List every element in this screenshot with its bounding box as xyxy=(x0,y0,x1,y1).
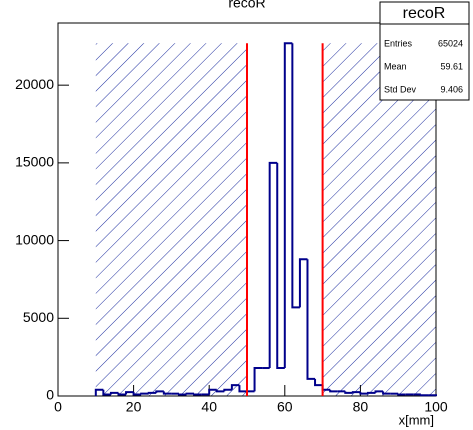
histogram-bin xyxy=(109,391,119,395)
x-tick-label: 60 xyxy=(277,399,293,415)
histogram-bin xyxy=(140,392,149,395)
histogram-bin xyxy=(298,258,308,308)
histogram-bin xyxy=(230,384,240,390)
histogram-bin xyxy=(132,392,142,396)
stats-title: recoR xyxy=(403,5,446,22)
y-tick-label: 15000 xyxy=(15,154,54,170)
histogram-bin xyxy=(397,393,406,396)
histogram-bin xyxy=(117,392,127,396)
x-tick-label: 0 xyxy=(54,399,62,415)
histogram-bin xyxy=(351,391,361,394)
histogram-bin xyxy=(419,394,429,397)
stats-value: 65024 xyxy=(438,38,463,48)
histogram-bin xyxy=(283,42,293,369)
histogram-bin xyxy=(329,389,338,393)
stats-value: 9.406 xyxy=(440,84,463,94)
x-tick-label: 40 xyxy=(201,399,217,415)
excluded-region xyxy=(95,43,247,397)
histogram-bin xyxy=(344,391,353,394)
y-tick-label: 20000 xyxy=(15,76,54,92)
histogram-bin xyxy=(382,391,391,395)
stats-label: Std Dev xyxy=(384,84,417,94)
histogram-bin xyxy=(162,391,172,395)
histogram-bin xyxy=(291,43,300,309)
histogram-bin xyxy=(147,391,157,394)
x-axis-label: x[mm] xyxy=(399,412,434,427)
histogram-bin xyxy=(276,162,285,370)
x-tick-label: 80 xyxy=(353,399,369,415)
histogram-bin xyxy=(208,388,217,395)
histogram-bin xyxy=(155,390,164,393)
chart-title: recoR xyxy=(228,0,265,11)
x-tick-label: 20 xyxy=(126,399,142,415)
histogram-bin xyxy=(268,161,278,369)
histogram-bin xyxy=(374,390,384,393)
histogram-bin xyxy=(102,389,111,396)
histogram-bin xyxy=(314,378,323,387)
y-tick-label: 10000 xyxy=(15,231,54,247)
histogram-bin xyxy=(125,391,134,395)
stats-label: Entries xyxy=(384,38,413,48)
histogram-bin xyxy=(253,367,263,392)
histogram-bin xyxy=(215,389,225,393)
histogram-bin xyxy=(185,392,195,395)
histogram-bin xyxy=(94,388,104,396)
histogram-bin xyxy=(193,393,202,396)
stats-box: recoR Entries 65024 Mean 59.61 Std Dev 9.406 xyxy=(379,1,470,101)
histogram-bin xyxy=(177,393,187,396)
histogram-bin xyxy=(223,388,232,392)
histogram-bin xyxy=(238,385,247,393)
x-tick-label: 100 xyxy=(424,399,448,415)
excluded-region xyxy=(322,43,436,397)
stats-frame xyxy=(379,1,470,101)
stats-label: Mean xyxy=(384,61,407,71)
histogram-bin xyxy=(428,394,437,397)
y-tick-label: 5000 xyxy=(23,309,54,325)
histogram-bin xyxy=(306,259,316,380)
stats-value: 59.61 xyxy=(440,61,463,71)
histogram-bin xyxy=(366,391,376,394)
histogram-bin xyxy=(359,392,368,395)
y-tick-label: 0 xyxy=(46,387,54,403)
